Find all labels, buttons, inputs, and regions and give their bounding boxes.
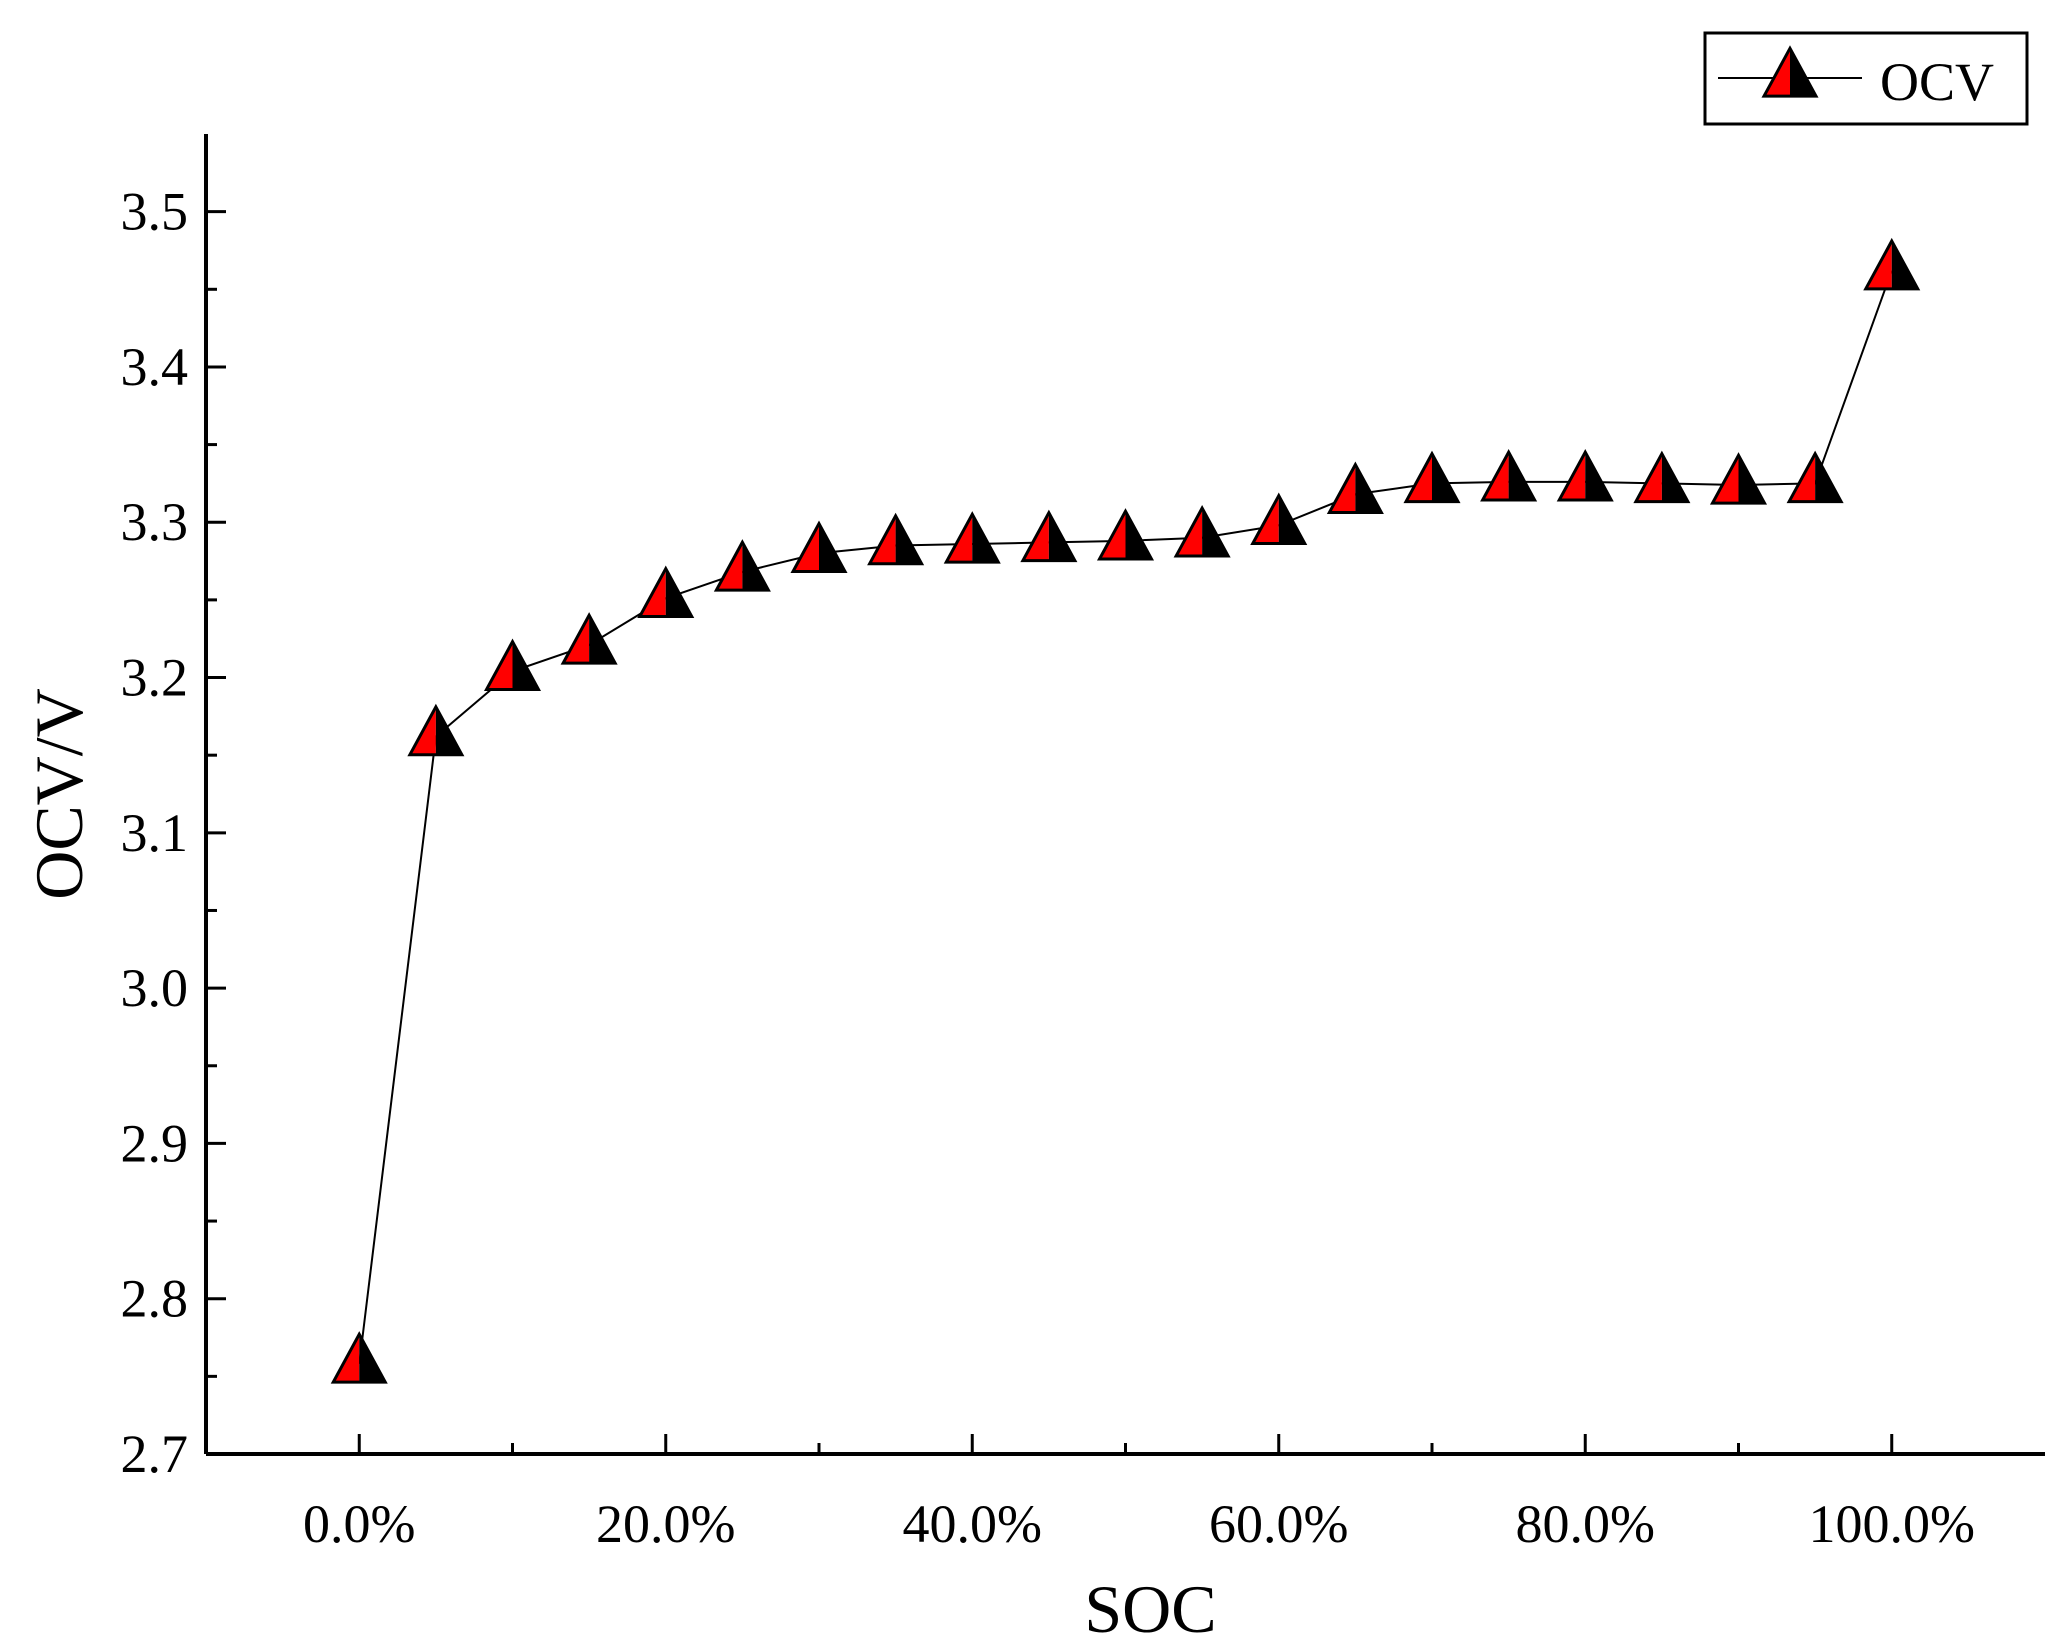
y-tick-label: 2.7 — [121, 1424, 189, 1484]
data-point — [1633, 450, 1691, 504]
series-line-ocv — [358, 270, 1893, 1365]
data-point — [1786, 450, 1844, 504]
data-point-outline — [943, 511, 1001, 564]
legend-triangle-marker — [1761, 45, 1819, 98]
y-tick-label: 3.1 — [121, 803, 189, 863]
data-point — [1480, 449, 1538, 502]
data-point-outline — [1556, 449, 1614, 502]
data-point — [1020, 509, 1078, 563]
legend-marker — [1761, 45, 1819, 98]
legend: OCV — [1703, 31, 2029, 126]
data-point-outline — [330, 1331, 388, 1384]
data-point-outline — [867, 512, 925, 566]
data-point-outline — [483, 638, 542, 691]
data-point — [1250, 492, 1308, 546]
x-axis-title: SOC — [1084, 1571, 1216, 1647]
x-tick-label: 60.0% — [1209, 1494, 1348, 1554]
data-point-outline — [713, 539, 771, 592]
x-tick-label: 0.0% — [303, 1494, 415, 1554]
data-point — [483, 638, 542, 691]
data-point — [637, 565, 695, 619]
data-point — [1096, 508, 1155, 561]
y-tick-label: 2.9 — [121, 1113, 189, 1173]
data-point — [943, 511, 1001, 564]
data-point — [330, 1331, 388, 1384]
data-point-outline — [790, 520, 848, 573]
data-point-outline — [1020, 509, 1078, 563]
series-line-group — [358, 270, 1893, 1365]
data-point — [1863, 237, 1921, 291]
data-point-outline — [1480, 449, 1538, 502]
data-point — [407, 703, 465, 757]
y-tick-label: 3.5 — [121, 182, 189, 242]
data-point-outline — [1403, 450, 1461, 504]
data-point-outline — [1173, 504, 1231, 558]
data-point — [1403, 450, 1461, 504]
y-axis-ticks: 2.7 2.8 2.9 3.0 3.1 3.2 3.3 3.4 3.5 — [121, 182, 226, 1484]
y-tick-label: 3.4 — [121, 337, 189, 397]
legend-label-ocv: OCV — [1880, 52, 1994, 112]
data-point — [713, 539, 771, 592]
data-point-outline — [1863, 237, 1921, 291]
axes — [204, 134, 2045, 1456]
y-tick-label: 3.2 — [121, 648, 189, 708]
y-tick-label: 2.8 — [121, 1269, 189, 1329]
data-point — [790, 520, 848, 573]
data-point — [867, 512, 925, 566]
data-point — [1556, 449, 1614, 502]
x-tick-label: 80.0% — [1516, 1494, 1655, 1554]
x-tick-label: 20.0% — [596, 1494, 735, 1554]
data-point-outline — [1096, 508, 1155, 561]
data-point-outline — [1633, 450, 1691, 504]
data-point-outline — [560, 612, 618, 665]
y-tick-label: 3.0 — [121, 958, 189, 1018]
data-point — [1709, 452, 1768, 505]
legend-marker-outline — [1761, 45, 1819, 98]
data-point-outline — [637, 565, 695, 619]
data-point-outline — [1326, 461, 1384, 514]
data-point-outline — [1250, 492, 1308, 546]
x-tick-label: 40.0% — [903, 1494, 1042, 1554]
series-markers-group — [330, 237, 1921, 1384]
y-axis-title: OCV/V — [21, 688, 97, 900]
data-point-outline — [1709, 452, 1768, 505]
y-tick-label: 3.3 — [121, 492, 189, 552]
x-tick-label: 100.0% — [1809, 1494, 1975, 1554]
data-point-outline — [1786, 450, 1844, 504]
data-point-outline — [407, 703, 465, 757]
x-axis-ticks: 0.0% 20.0% 40.0% 60.0% 80.0% 100.0% — [303, 1434, 1975, 1554]
data-point — [1326, 461, 1384, 514]
data-point — [560, 612, 618, 665]
data-point — [1173, 504, 1231, 558]
